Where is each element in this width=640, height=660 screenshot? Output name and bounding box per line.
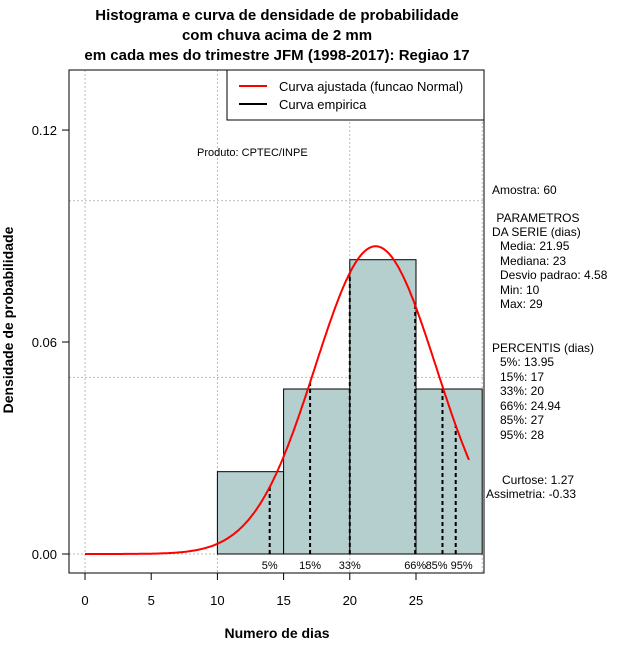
histogram-bar: [349, 259, 417, 555]
param-max: Max: 29: [500, 297, 543, 311]
assimetria: Assimetria: -0.33: [486, 487, 576, 501]
percentil-95: 95%: 28: [500, 428, 544, 442]
sample-size: Amostra: 60: [492, 183, 557, 197]
x-tick-label: 10: [210, 593, 224, 608]
percentil-33: 33%: 20: [500, 384, 544, 398]
legend-label-empirical: Curva empirica: [279, 97, 367, 112]
y-tick-label: 0.00: [32, 547, 57, 562]
param-mediana: Mediana: 23: [500, 254, 566, 268]
product-annotation: Produto: CPTEC/INPE: [197, 147, 308, 159]
params-title-2: DA SERIE (dias): [492, 225, 581, 239]
x-tick-label: 20: [343, 593, 357, 608]
percentil-85: 85%: 27: [500, 413, 544, 427]
params-title-1: PARAMETROS: [493, 211, 579, 225]
percentile-lines: 5% 15% 33% 66% 85% 95%: [262, 272, 473, 572]
histogram-bar: [283, 388, 351, 555]
legend-label-fitted: Curva ajustada (funcao Normal): [279, 79, 463, 94]
percentil-5: 5%: 13.95: [500, 355, 554, 369]
chart-title-line-3: em cada mes do trimestre JFM (1998-2017)…: [84, 47, 469, 64]
param-min: Min: 10: [500, 283, 540, 297]
param-desvio: Desvio padrao: 4.58: [500, 268, 608, 282]
percentile-label: 15%: [299, 560, 321, 572]
x-tick-label: 25: [409, 593, 423, 608]
curtose: Curtose: 1.27: [502, 473, 574, 487]
x-axis-label: Numero de dias: [224, 625, 329, 641]
percentil-66: 66%: 24.94: [500, 399, 561, 413]
y-axis-label: Densidade de probabilidade: [0, 226, 16, 413]
percentis-title: PERCENTIS (dias): [492, 341, 594, 355]
percentile-label: 95%: [451, 560, 473, 572]
percentile-label: 66%: [404, 560, 426, 572]
y-tick-label: 0.06: [32, 335, 57, 350]
x-tick-label: 0: [81, 593, 88, 608]
axes: 0 5 10 15 20 25 0.00 0.06 0.12: [32, 123, 424, 608]
percentile-label: 5%: [262, 560, 278, 572]
histogram-bar: [216, 471, 285, 555]
normal-curve: [85, 245, 470, 555]
histogram-bar: [415, 388, 483, 555]
legend: Curva ajustada (funcao Normal) Curva emp…: [226, 69, 485, 121]
x-tick-label: 15: [276, 593, 290, 608]
chart-title-line-2: com chuva acima de 2 mm: [182, 27, 372, 44]
percentile-label: 85%: [426, 560, 448, 572]
stats-panel: Amostra: 60 PARAMETROS DA SERIE (dias) M…: [486, 183, 608, 501]
x-tick-label: 5: [148, 593, 155, 608]
y-tick-label: 0.12: [32, 123, 57, 138]
chart-title-line-1: Histograma e curva de densidade de proba…: [95, 7, 458, 24]
percentile-label: 33%: [339, 560, 361, 572]
percentil-15: 15%: 17: [500, 370, 544, 384]
param-media: Media: 21.95: [500, 239, 570, 253]
